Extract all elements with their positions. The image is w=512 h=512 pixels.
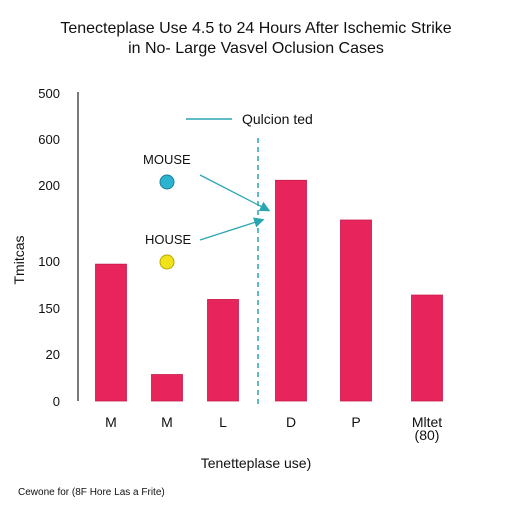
x-tick-label: M [161, 414, 173, 430]
y-tick-label: 100 [38, 254, 60, 269]
y-tick-label: 600 [38, 132, 60, 147]
y-tick-label: 0 [53, 394, 60, 409]
x-tick-label: M [105, 414, 117, 430]
x-tick-label: D [286, 414, 296, 430]
legend-label: Qulcion ted [242, 111, 313, 127]
x-axis-label: Tenetteplase use) [0, 455, 512, 471]
y-axis-label: Tmitcas [11, 236, 27, 285]
bar [208, 299, 239, 401]
y-tick-label: 150 [38, 301, 60, 316]
x-tick-label: P [351, 414, 360, 430]
bar [276, 180, 307, 401]
bar [96, 264, 127, 401]
annotation-marker [160, 175, 174, 189]
annotation-marker [160, 255, 174, 269]
y-tick-label: 200 [38, 178, 60, 193]
bar [412, 295, 443, 401]
bar [341, 220, 372, 401]
annotation-label: HOUSE [145, 232, 192, 247]
chart-footnote: Cewone for (8F Hore Las a Frite) [18, 487, 165, 498]
x-tick-label: L [219, 414, 227, 430]
annotation-label: MOUSE [143, 152, 191, 167]
annotation-arrow [200, 220, 262, 240]
bar [152, 375, 183, 401]
y-tick-label: 500 [38, 86, 60, 101]
x-tick-sublabel: (80) [415, 427, 440, 443]
y-tick-label: 20 [46, 347, 60, 362]
